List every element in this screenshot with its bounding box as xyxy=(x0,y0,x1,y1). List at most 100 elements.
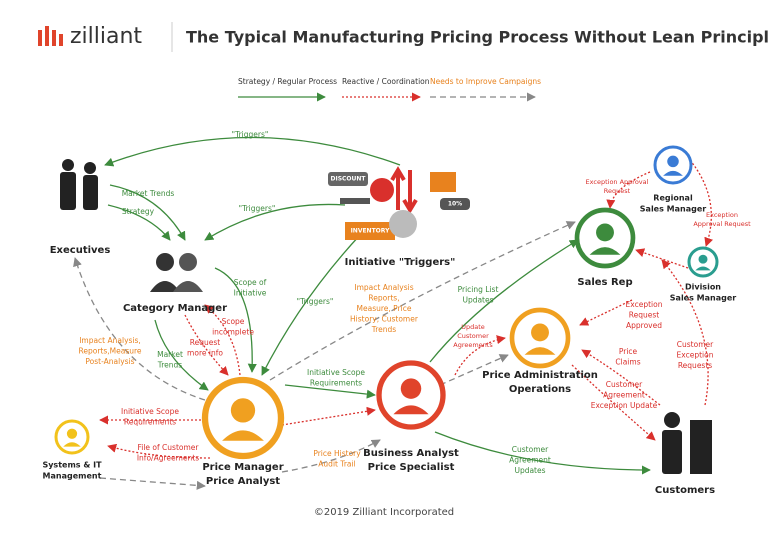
executives-icon xyxy=(60,159,98,210)
node-label: Operations xyxy=(509,384,571,395)
edge-label: Scope xyxy=(222,317,245,326)
icon-text: 10% xyxy=(448,201,462,208)
edge-label: "Triggers" xyxy=(297,297,334,306)
edge-label: incomplete xyxy=(212,328,254,337)
edge-label: Price History xyxy=(313,449,361,458)
person-head xyxy=(400,378,422,399)
node-label: Regional xyxy=(653,194,693,203)
edge-label: Impact Analysis xyxy=(354,283,413,292)
edge-label: "Triggers" xyxy=(232,130,269,139)
person-icons xyxy=(54,145,719,460)
person-body xyxy=(63,442,81,447)
node-label: Division xyxy=(685,283,721,292)
edge-label: Requirements xyxy=(124,418,176,427)
person-body xyxy=(663,170,683,176)
logo-mark xyxy=(38,26,63,46)
node-label: Sales Manager xyxy=(640,205,706,214)
edge-label: File of Customer xyxy=(138,443,200,452)
node-label: Initiative "Triggers" xyxy=(345,257,456,268)
person-head xyxy=(596,223,614,242)
edge-label: Strategy xyxy=(122,207,155,216)
edge-label: Exception Update xyxy=(591,401,658,410)
edge-label: Scope of xyxy=(234,278,267,287)
node-label: Price Specialist xyxy=(368,462,455,473)
edge-label: Customer xyxy=(457,332,489,340)
edge-label: Requirements xyxy=(310,379,362,388)
legend-label: Needs to Improve Campaigns xyxy=(430,77,541,86)
edge-label: more info xyxy=(187,349,223,358)
edge-label: Trends xyxy=(157,361,183,370)
legend-label: Strategy / Regular Process xyxy=(238,77,337,86)
person-head xyxy=(66,428,78,439)
edge-label: Agreement xyxy=(603,391,645,400)
arrows xyxy=(73,136,713,490)
edge-label: Agreement xyxy=(509,456,551,465)
person-head xyxy=(230,398,256,423)
edge-label: Updates xyxy=(514,466,545,475)
edge-label: Claims xyxy=(615,358,640,367)
edge-label: Customer xyxy=(606,380,643,389)
edge-label: Initiative Scope xyxy=(307,368,365,377)
edge-label: Exception xyxy=(706,211,738,219)
node-label: Systems & IT xyxy=(42,461,102,470)
node-label: Business Analyst xyxy=(363,448,459,459)
icon-text: DISCOUNT xyxy=(330,176,366,183)
footer: ©2019 Zilliant Incorporated xyxy=(314,507,454,518)
person-body xyxy=(222,430,264,441)
person-head xyxy=(698,254,708,264)
edge-label: Reports,Measure xyxy=(78,347,141,356)
edge-label: Approval Request xyxy=(693,220,751,228)
edge-label: Exception Approval xyxy=(586,178,649,186)
person-body xyxy=(695,266,711,271)
node-label: Customers xyxy=(655,485,715,496)
edge-label: Customer xyxy=(512,445,549,454)
node-label: Management xyxy=(43,472,102,481)
edge-label: Updates xyxy=(462,296,493,305)
person-head xyxy=(531,323,549,342)
edge-label: Request xyxy=(190,338,221,347)
edge-label: Exception xyxy=(677,351,714,360)
category-manager-icon xyxy=(150,253,203,292)
legend-label: Reactive / Coordination xyxy=(342,77,430,86)
edge-label: Info/Agreements xyxy=(137,454,199,463)
edge-label: History, Customer xyxy=(350,315,419,324)
edge-label: Agreements xyxy=(453,341,493,349)
node-label: Price Manager xyxy=(202,462,283,473)
edge-label: Price xyxy=(619,347,638,356)
node-label: Sales Manager xyxy=(670,294,736,303)
node-label: Sales Rep xyxy=(577,277,632,288)
edge-label: Market xyxy=(157,350,183,359)
node-label: Price Administration xyxy=(482,370,598,381)
edge-label: Post-Analysis xyxy=(85,357,134,366)
edge-label: Impact Analysis, xyxy=(79,336,141,345)
edge-label: Audit Trail xyxy=(318,460,355,469)
edge-label: Update xyxy=(461,323,485,331)
edge-label: Request xyxy=(629,311,660,320)
person-body xyxy=(393,405,429,415)
edge-label: Exception xyxy=(626,300,663,309)
edge-label: Approved xyxy=(626,321,662,330)
edge-label: Requests xyxy=(678,361,712,370)
node-label: Category Manager xyxy=(123,303,227,314)
edge-label: Trends xyxy=(371,325,397,334)
edge-label: Reports, xyxy=(368,294,399,303)
customers-icon xyxy=(662,412,712,474)
edge-label: Pricing List xyxy=(458,285,499,294)
node-label: Executives xyxy=(50,245,111,256)
logo: zilliant xyxy=(70,24,142,49)
person-body xyxy=(524,347,556,355)
triggers-icon xyxy=(328,166,470,240)
edge-label: "Triggers" xyxy=(239,204,276,213)
legend: Strategy / Regular Process Reactive / Co… xyxy=(238,77,541,102)
edge-label: Initiative Scope xyxy=(121,407,179,416)
title: The Typical Manufacturing Pricing Proces… xyxy=(186,28,768,47)
edge-label: Measure, Price xyxy=(357,304,412,313)
node-label: Price Analyst xyxy=(206,476,280,487)
person-head xyxy=(667,155,679,168)
labels: DISCOUNT 10% INVENTORY Executives Category M… xyxy=(42,130,751,496)
person-body xyxy=(589,247,621,255)
edge-label: Initiative xyxy=(234,289,267,298)
edge-label: Customer xyxy=(677,340,714,349)
icon-text: INVENTORY xyxy=(351,228,391,235)
